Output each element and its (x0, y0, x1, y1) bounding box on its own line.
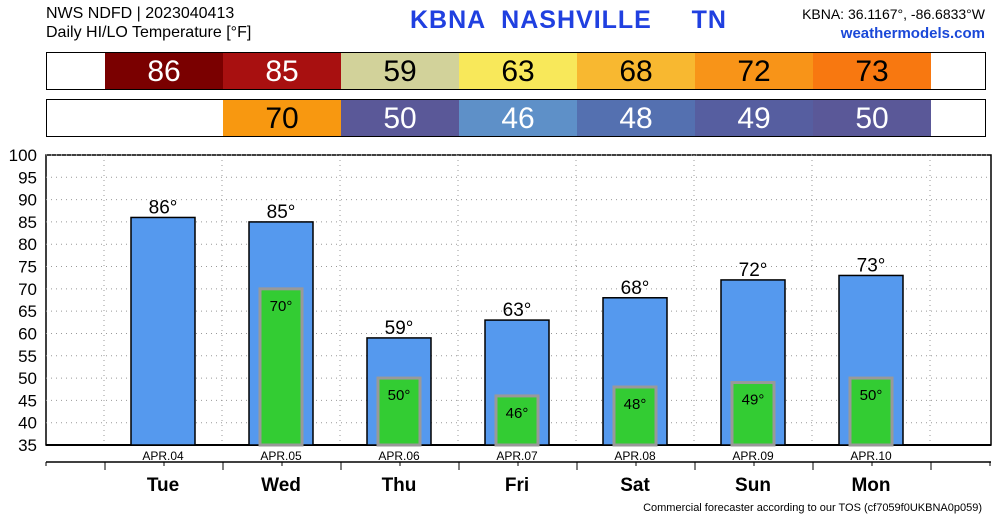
y-tick-label: 40 (18, 414, 37, 433)
y-tick-label: 95 (18, 168, 37, 187)
site-link[interactable]: weathermodels.com (840, 25, 985, 42)
y-tick-label: 80 (18, 235, 37, 254)
day-label: Sat (620, 475, 650, 496)
low-bar (730, 381, 776, 447)
y-tick-label: 100 (9, 146, 37, 165)
high-value-label: 86° (149, 197, 178, 218)
strip_lo-cell-4: 48 (577, 100, 695, 136)
high-value-label: 72° (739, 260, 768, 281)
strip_hi-cell-3: 63 (459, 53, 577, 89)
strip_hi-cell-1: 85 (223, 53, 341, 89)
date-label: APR.10 (850, 449, 892, 463)
high-value-label: 59° (385, 318, 414, 339)
date-label: APR.05 (260, 449, 302, 463)
day-label: Fri (505, 475, 529, 496)
footer-note: Commercial forecaster according to our T… (643, 502, 982, 514)
y-tick-label: 85 (18, 213, 37, 232)
low-bar (494, 394, 540, 447)
date-label: APR.06 (378, 449, 420, 463)
temperature-chart: 35 40 45 50 55 60 65 70 75 80 85 90 95 100 86° APR.04 Tu… (9, 146, 992, 496)
day-label: Sun (735, 475, 771, 496)
low-bar (612, 385, 658, 447)
low-bar (376, 376, 422, 447)
strip_lo-cell-1: 70 (223, 100, 341, 136)
header-right: KBNA: 36.1167°, -86.6833°W weathermodels… (802, 5, 985, 43)
y-tick-label: 50 (18, 369, 37, 388)
strip_lo-cell-3: 46 (459, 100, 577, 136)
high-value-label: 73° (857, 255, 886, 276)
product-title: NWS NDFD | 2023040413 (46, 5, 235, 22)
low-value-label: 70° (270, 298, 293, 315)
low-value-label: 50° (388, 387, 411, 404)
date-label: APR.04 (142, 449, 184, 463)
day-label: Mon (851, 475, 890, 496)
low-value-label: 49° (742, 392, 765, 409)
header-left: NWS NDFD | 2023040413 Daily HI/LO Temper… (46, 4, 251, 42)
high-value-label: 63° (503, 300, 532, 321)
y-tick-label: 35 (18, 436, 37, 455)
date-label: APR.07 (496, 449, 538, 463)
day-label: Tue (147, 475, 179, 496)
product-subtitle: Daily HI/LO Temperature [°F] (46, 24, 252, 41)
y-tick-label: 75 (18, 258, 37, 277)
date-label: APR.08 (614, 449, 656, 463)
strip_hi-cell-6: 73 (813, 53, 931, 89)
y-tick-label: 70 (18, 280, 37, 299)
y-tick-label: 60 (18, 324, 37, 343)
y-tick-label: 90 (18, 191, 37, 210)
strip_hi-cell-4: 68 (577, 53, 695, 89)
y-tick-label: 45 (18, 391, 37, 410)
strip_lo-cell-5: 49 (695, 100, 813, 136)
low-bar (848, 376, 894, 447)
strip_lo-cell-6: 50 (813, 100, 931, 136)
station-coords: KBNA: 36.1167°, -86.6833°W (802, 6, 985, 22)
strip_hi-cell-5: 72 (695, 53, 813, 89)
date-label: APR.09 (732, 449, 774, 463)
low-temperature-strip: 70 50 46 48 49 50 (46, 99, 986, 137)
y-tick-label: 55 (18, 347, 37, 366)
low-value-label: 46° (506, 405, 529, 422)
high-value-label: 85° (267, 202, 296, 223)
day-label: Thu (382, 475, 417, 496)
high-value-label: 68° (621, 278, 650, 299)
low-value-label: 48° (624, 396, 647, 413)
low-value-label: 50° (860, 387, 883, 404)
strip_hi-cell-0: 86 (105, 53, 223, 89)
high-temperature-strip: 86 85 59 63 68 72 73 (46, 52, 986, 90)
day-label: Wed (261, 475, 301, 496)
high-bar (130, 216, 196, 446)
y-tick-label: 65 (18, 302, 37, 321)
strip_lo-cell-0 (105, 100, 223, 136)
low-bar (258, 287, 304, 447)
station-title: KBNA NASHVILLE TN (410, 6, 727, 34)
strip_hi-cell-2: 59 (341, 53, 459, 89)
strip_lo-cell-2: 50 (341, 100, 459, 136)
